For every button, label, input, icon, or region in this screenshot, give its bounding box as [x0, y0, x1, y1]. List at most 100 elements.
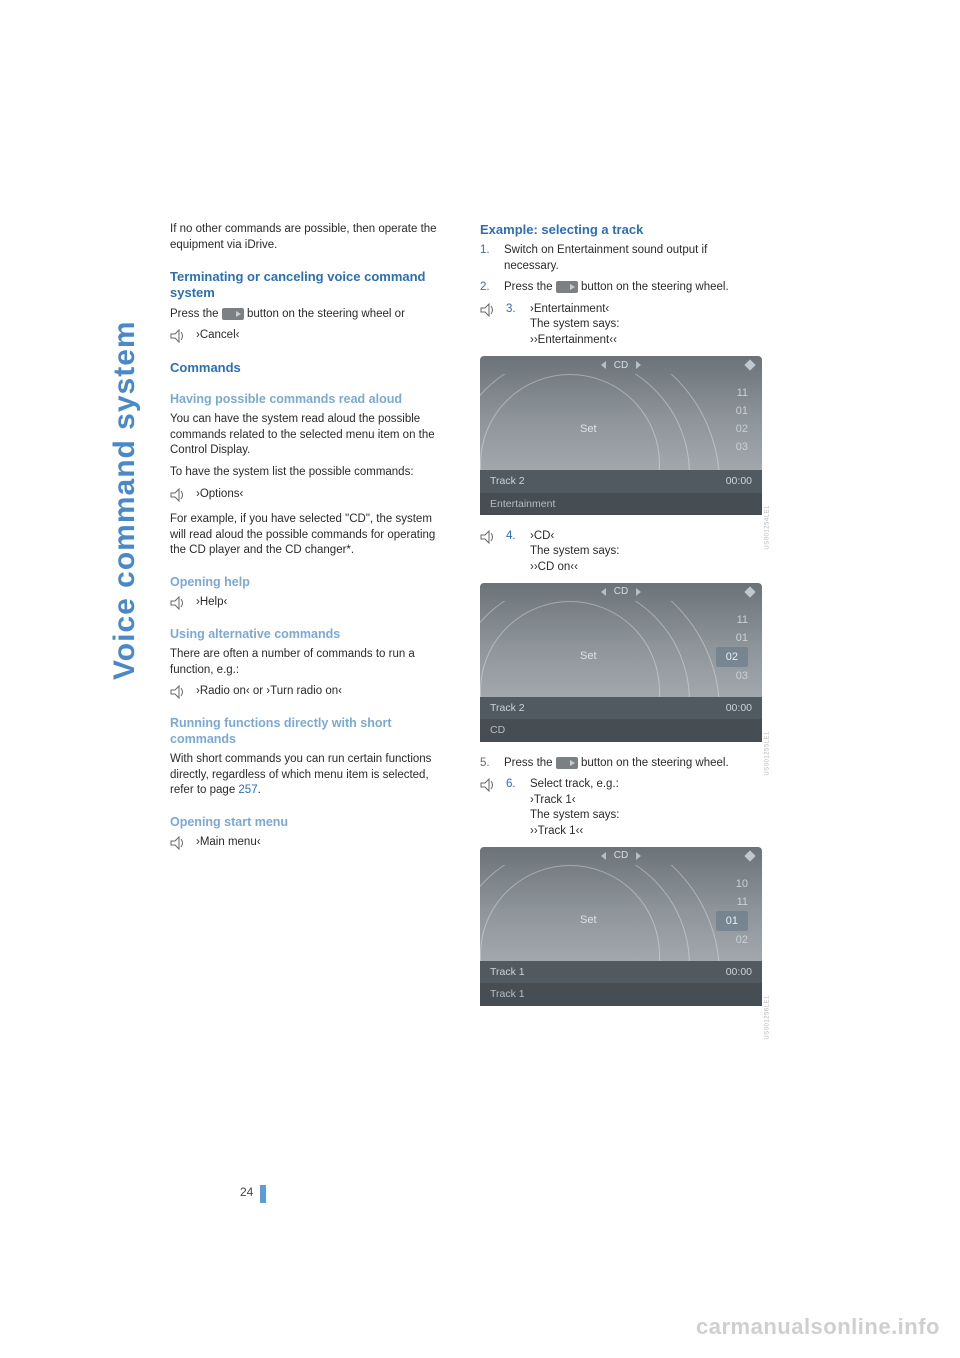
track-numbers: 10 11 01 02: [716, 875, 748, 949]
step-4-cmd: ›CD‹: [530, 529, 619, 545]
step-3-body: ›Entertainment‹ The system says: ››Enter…: [530, 302, 619, 349]
step-num: 1.: [480, 243, 494, 274]
heading-example: Example: selecting a track: [480, 222, 760, 238]
idrive-screen-cd: CD Set 11 01 02 03: [480, 583, 762, 741]
screen-body: Set 10 11 01 02: [480, 865, 762, 961]
content-columns: If no other commands are possible, then …: [170, 222, 860, 1020]
context-label: CD: [490, 723, 505, 737]
read-aloud-p3: For example, if you have selected "CD", …: [170, 512, 450, 559]
terminate-text: Press the button on the steering wheel o…: [170, 307, 450, 323]
heading-start: Opening start menu: [170, 815, 450, 831]
step-6-cmd: ›Track 1‹: [530, 793, 619, 809]
screen-header: CD: [480, 847, 762, 865]
track-numbers: 11 01 02 03: [736, 384, 748, 456]
step-3-resp: ››Entertainment‹‹: [530, 333, 619, 349]
context-label: Track 1: [490, 987, 525, 1001]
step-3-says: The system says:: [530, 317, 619, 333]
page-number: 24: [240, 1185, 253, 1199]
watermark: carmanualsonline.info: [696, 1314, 940, 1340]
steering-button-icon: [222, 308, 244, 320]
image-code: US001255LE1: [764, 732, 772, 777]
help-command-row: ›Help‹: [170, 595, 450, 611]
voice-icon: [480, 303, 496, 317]
heading-short: Running functions directly with short co…: [170, 716, 450, 747]
voice-icon: [170, 329, 186, 343]
start-command-row: ›Main menu‹: [170, 835, 450, 851]
short-a: With short commands you can run certain …: [170, 753, 431, 796]
step-3-cmd: ›Entertainment‹: [530, 302, 619, 318]
screen-title: CD: [614, 359, 628, 373]
step-5-text: Press the button on the steering wheel.: [504, 756, 729, 772]
page-marker: [260, 1185, 266, 1203]
chevron-left-icon: [601, 852, 606, 860]
terminate-b: button on the steering wheel or: [247, 308, 405, 320]
chevron-right-icon: [636, 361, 641, 369]
alt-cmd: ›Radio on‹ or ›Turn radio on‹: [196, 684, 342, 700]
screen-header: CD: [480, 356, 762, 374]
screen-body: Set 11 01 02 03: [480, 601, 762, 697]
voice-icon: [170, 685, 186, 699]
voice-icon: [480, 778, 496, 792]
cancel-cmd: ›Cancel‹: [196, 328, 239, 344]
step-6-resp: ››Track 1‹‹: [530, 824, 619, 840]
set-label: Set: [580, 649, 597, 664]
short-p: With short commands you can run certain …: [170, 752, 450, 799]
help-cmd: ›Help‹: [196, 595, 227, 611]
heading-read-aloud: Having possible commands read aloud: [170, 392, 450, 408]
track-time: 00:00: [726, 965, 752, 979]
start-cmd: ›Main menu‹: [196, 835, 261, 851]
step-6: 6. Select track, e.g.: ›Track 1‹ The sys…: [480, 777, 760, 839]
chevron-left-icon: [601, 361, 606, 369]
right-column: Example: selecting a track 1. Switch on …: [480, 222, 760, 1020]
step-num: 5.: [480, 756, 494, 772]
step-num: 3.: [506, 302, 520, 349]
heading-help: Opening help: [170, 575, 450, 591]
step-6-body: Select track, e.g.: ›Track 1‹ The system…: [530, 777, 619, 839]
context-bar: CD: [480, 719, 762, 741]
step-5: 5. Press the button on the steering whee…: [480, 756, 760, 772]
terminate-a: Press the: [170, 308, 222, 320]
voice-icon: [170, 836, 186, 850]
side-title: Voice command system: [108, 320, 142, 680]
step-2: 2. Press the button on the steering whee…: [480, 280, 760, 296]
context-label: Entertainment: [490, 497, 555, 511]
voice-icon: [170, 488, 186, 502]
chevron-left-icon: [601, 588, 606, 596]
alt-command-row: ›Radio on‹ or ›Turn radio on‹: [170, 684, 450, 700]
track-bar: Track 1 00:00: [480, 961, 762, 983]
voice-icon: [170, 596, 186, 610]
steering-button-icon: [556, 757, 578, 769]
track-bar: Track 2 00:00: [480, 697, 762, 719]
heading-terminate: Terminating or canceling voice command s…: [170, 269, 450, 302]
step-4-body: ›CD‹ The system says: ››CD on‹‹: [530, 529, 619, 576]
short-b: .: [258, 784, 261, 796]
step-6-says: The system says:: [530, 808, 619, 824]
heading-alt: Using alternative commands: [170, 627, 450, 643]
options-cmd: ›Options‹: [196, 487, 243, 503]
step-4: 4. ›CD‹ The system says: ››CD on‹‹: [480, 529, 760, 576]
image-code: US001254LE1: [764, 505, 772, 550]
step-4-resp: ››CD on‹‹: [530, 560, 619, 576]
screen-body: Set 11 01 02 03: [480, 374, 762, 470]
options-command-row: ›Options‹: [170, 487, 450, 503]
step-2-text: Press the button on the steering wheel.: [504, 280, 729, 296]
alt-p: There are often a number of commands to …: [170, 647, 450, 678]
screen-header: CD: [480, 583, 762, 601]
manual-page: Voice command system If no other command…: [0, 0, 960, 1358]
diamond-icon: [744, 587, 755, 598]
track-time: 00:00: [726, 474, 752, 488]
steering-button-icon: [556, 281, 578, 293]
step-num: 6.: [506, 777, 520, 839]
read-aloud-p2: To have the system list the possible com…: [170, 465, 450, 481]
cancel-command-row: ›Cancel‹: [170, 328, 450, 344]
idrive-screen-entertainment: CD Set 11 01 02 03: [480, 356, 762, 514]
diamond-icon: [744, 850, 755, 861]
screen-title: CD: [614, 849, 628, 863]
step-num: 2.: [480, 280, 494, 296]
left-column: If no other commands are possible, then …: [170, 222, 450, 1020]
track-time: 00:00: [726, 701, 752, 715]
intro-text: If no other commands are possible, then …: [170, 222, 450, 253]
page-link[interactable]: 257: [238, 784, 257, 796]
read-aloud-p1: You can have the system read aloud the p…: [170, 412, 450, 459]
step-4-says: The system says:: [530, 544, 619, 560]
